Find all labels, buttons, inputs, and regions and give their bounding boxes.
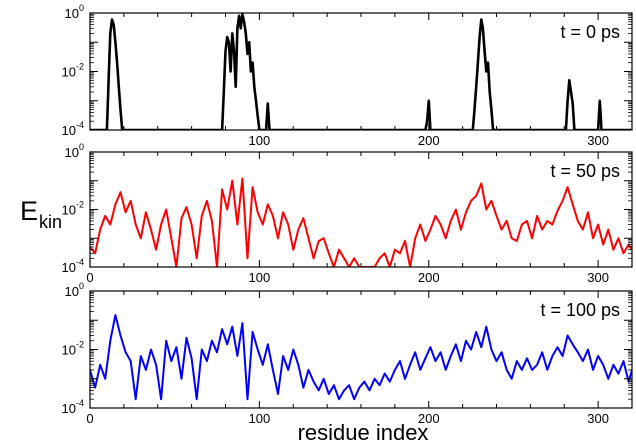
x-tick-label: 0 [86, 411, 93, 426]
x-tick-label: 100 [249, 411, 271, 426]
panel-label: t = 50 ps [550, 161, 620, 181]
x-tick-label: 200 [418, 270, 440, 285]
y-axis-label-subscript: kin [39, 212, 63, 232]
y-tick-label-base: 10 [65, 6, 79, 21]
y-tick-label-base: 10 [62, 65, 76, 80]
y-tick-label: 10-4 [62, 257, 84, 275]
panel-frame [89, 12, 633, 131]
panel-label: t = 0 ps [560, 22, 620, 42]
y-tick-label: 10-2 [62, 200, 84, 218]
x-tick-label: 300 [587, 411, 609, 426]
x-tick-label: 100 [249, 270, 271, 285]
y-tick-label-exponent: -2 [76, 340, 84, 350]
y-tick-label-exponent: -2 [76, 200, 84, 210]
y-tick-label-base: 10 [65, 284, 79, 299]
x-tick-label: 0 [86, 270, 93, 285]
y-tick-label-exponent: -4 [76, 257, 84, 267]
x-tick-label: 300 [587, 133, 609, 148]
y-tick-label-base: 10 [65, 145, 79, 160]
y-tick-label-base: 10 [62, 401, 76, 416]
y-axis-label: Ekin [20, 196, 63, 232]
y-tick-label: 10-2 [62, 62, 84, 80]
y-tick-label-base: 10 [62, 123, 76, 138]
y-tick-label-exponent: 0 [79, 281, 84, 291]
panel-label: t = 100 ps [540, 300, 620, 320]
x-tick-label: 200 [418, 133, 440, 148]
y-tick-label-exponent: -2 [76, 62, 84, 72]
series-line-1 [90, 13, 632, 130]
y-tick-label-exponent: -4 [76, 120, 84, 130]
y-tick-label-exponent: -4 [76, 398, 84, 408]
series-line-1 [90, 177, 632, 267]
y-tick-label-base: 10 [62, 203, 76, 218]
y-tick-label: 10-4 [62, 398, 84, 416]
series-line-1 [90, 314, 632, 401]
x-tick-label: 100 [249, 133, 271, 148]
y-tick-label: 10-4 [62, 120, 84, 138]
y-tick-label-base: 10 [62, 260, 76, 275]
x-axis-label: residue index [297, 420, 429, 445]
y-tick-label: 10-2 [62, 340, 84, 358]
y-tick-label: 100 [65, 142, 84, 160]
y-tick-label: 100 [65, 3, 84, 21]
y-axis-label-main: E [20, 196, 39, 226]
y-tick-label: 100 [65, 281, 84, 299]
x-tick-label: 200 [418, 411, 440, 426]
y-tick-label-exponent: 0 [79, 3, 84, 13]
y-tick-label-exponent: 0 [79, 142, 84, 152]
y-tick-label-base: 10 [62, 343, 76, 358]
x-tick-label: 300 [587, 270, 609, 285]
